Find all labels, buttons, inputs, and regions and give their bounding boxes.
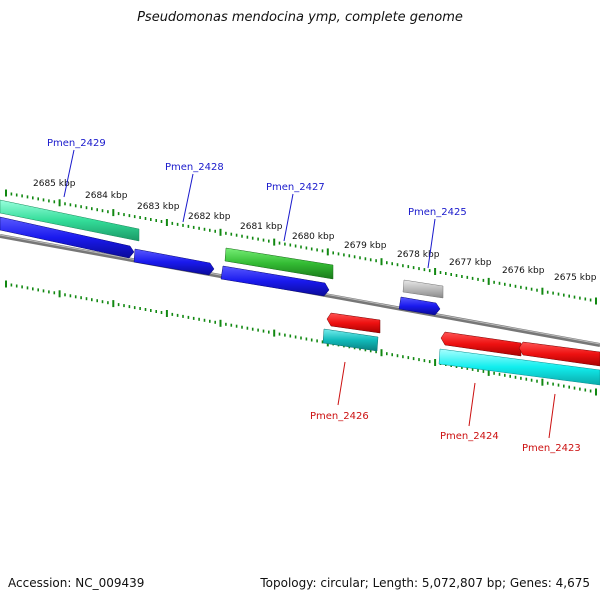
gene-label-pmen-2429[interactable]: Pmen_2429 — [47, 138, 106, 149]
gene-arrow-pmen-2429[interactable] — [0, 216, 135, 259]
scale-label: 2682 kbp — [188, 212, 231, 222]
gene-label-pmen-2428[interactable]: Pmen_2428 — [165, 162, 224, 173]
gene-label-pmen-2427[interactable]: Pmen_2427 — [266, 182, 325, 193]
cyan-track-feature[interactable] — [438, 348, 600, 386]
teal-track-feature[interactable] — [322, 328, 379, 352]
gc-track-feature[interactable] — [0, 199, 140, 242]
scale-label: 2680 kbp — [292, 232, 335, 242]
scale-label: 2678 kbp — [397, 250, 440, 260]
gene-label-pmen-2424[interactable]: Pmen_2424 — [440, 431, 499, 442]
scale-labels: 2685 kbp 2684 kbp 2683 kbp 2682 kbp 2681… — [33, 179, 597, 283]
scale-label: 2683 kbp — [137, 202, 180, 212]
reverse-features — [322, 312, 600, 386]
inner-scale-ticks — [5, 280, 597, 396]
forward-features — [0, 199, 444, 316]
leader-line — [468, 382, 476, 427]
leader-line — [337, 361, 346, 406]
leader-line — [427, 218, 436, 269]
genome-title: Pseudomonas mendocina ymp, complete geno… — [137, 10, 463, 25]
scale-label: 2684 kbp — [85, 191, 128, 201]
gene-arrow-pmen-2428[interactable] — [133, 248, 215, 276]
genome-summary: Topology: circular; Length: 5,072,807 bp… — [260, 576, 590, 590]
accession-label: Accession: NC_009439 — [8, 576, 145, 590]
scale-label: 2679 kbp — [344, 241, 387, 251]
outer-scale-ticks — [5, 189, 597, 305]
gene-arrow-pmen-2423[interactable] — [518, 341, 600, 367]
leader-line — [182, 173, 194, 223]
leader-line — [63, 149, 75, 198]
gene-arrow-pmen-2426[interactable] — [326, 312, 381, 334]
gene-arrow-pmen-2427[interactable] — [220, 265, 330, 297]
grey-track-feature[interactable] — [402, 279, 444, 299]
scale-label: 2676 kbp — [502, 266, 545, 276]
leader-line — [548, 393, 556, 439]
scale-label: 2675 kbp — [554, 273, 597, 283]
gene-label-pmen-2423[interactable]: Pmen_2423 — [522, 443, 581, 454]
scale-label: 2677 kbp — [449, 258, 492, 268]
scale-label: 2681 kbp — [240, 222, 283, 232]
scale-label: 2685 kbp — [33, 179, 76, 189]
gene-label-pmen-2425[interactable]: Pmen_2425 — [408, 207, 467, 218]
gene-arrow-pmen-2425[interactable] — [398, 296, 441, 316]
green-track-feature[interactable] — [224, 247, 334, 280]
gene-label-pmen-2426[interactable]: Pmen_2426 — [310, 411, 369, 422]
label-leader-lines — [63, 149, 556, 439]
gene-labels: Pmen_2429 Pmen_2428 Pmen_2427 Pmen_2425 … — [47, 138, 581, 454]
leader-line — [283, 193, 294, 242]
